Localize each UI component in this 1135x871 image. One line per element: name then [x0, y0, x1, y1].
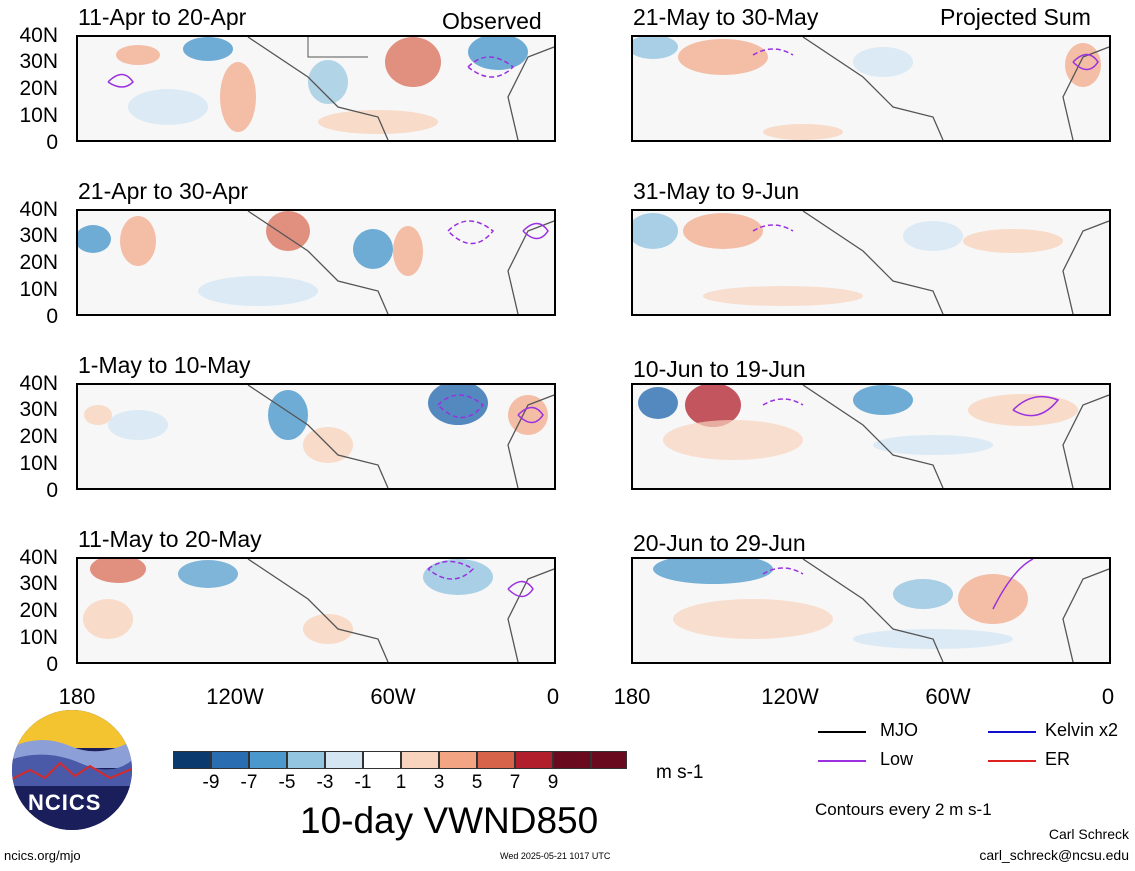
colorbar-label: 7 [509, 772, 521, 793]
colorbar-swatch [401, 751, 439, 769]
vwnd-field [633, 211, 1109, 314]
colorbar-label: -1 [354, 772, 372, 793]
panel-title: 31-May to 9-Jun [633, 178, 800, 204]
x-tick: 180 [613, 684, 651, 709]
colorbar-label: 3 [433, 772, 445, 793]
map-panel [631, 209, 1111, 316]
main-title: 10-day VWND850 [300, 800, 599, 841]
er-line [988, 760, 1036, 762]
y-tick: 40N [19, 198, 58, 221]
colorbar-swatch [287, 751, 325, 769]
colorbar-label: -7 [240, 772, 258, 793]
y-tick: 20N [19, 425, 58, 448]
vwnd-field [78, 211, 554, 314]
x-tick: 120W [761, 684, 819, 709]
panel-title: 1-May to 10-May [78, 352, 251, 378]
y-tick: 20N [19, 77, 58, 100]
colorbar-swatch [249, 751, 287, 769]
y-tick: 10N [19, 452, 58, 475]
panel-tag: Projected Sum [940, 4, 1091, 30]
author: Carl Schreck [1048, 826, 1129, 842]
legend-low: Low [880, 749, 914, 769]
colorbar-swatch [211, 751, 249, 769]
vwnd-field [84, 385, 554, 488]
colorbar-units: m s-1 [656, 762, 704, 783]
colorbar-swatch [363, 751, 401, 769]
y-tick: 40N [19, 372, 58, 395]
y-tick: 30N [19, 224, 58, 247]
colorbar-swatch [515, 751, 553, 769]
map-panel [76, 383, 556, 490]
panel-title: 21-May to 30-May [633, 4, 819, 30]
colorbar-label: -9 [202, 772, 220, 793]
mjo-line [818, 731, 866, 733]
colorbar-swatch [173, 751, 211, 769]
map-panel [631, 383, 1111, 490]
vwnd-field [638, 385, 1109, 488]
panel-title: 11-May to 20-May [78, 526, 262, 552]
y-tick: 40N [19, 24, 58, 47]
url: ncics.org/mjo [4, 848, 81, 863]
x-tick: 0 [546, 684, 560, 709]
y-tick: 0 [46, 653, 58, 676]
colorbar-swatch [553, 751, 591, 769]
vwnd-field [107, 37, 554, 140]
colorbar-label: 5 [471, 772, 483, 793]
panel-title: 21-Apr to 30-Apr [78, 178, 249, 204]
ncics-logo: NCICS [10, 708, 134, 832]
panel-tag: Observed [442, 8, 542, 34]
vwnd-field [633, 37, 1109, 140]
map-panel [76, 209, 556, 316]
colorbar-swatch [591, 751, 627, 769]
legend-mjo: MJO [880, 720, 918, 740]
map-panel [76, 557, 556, 664]
colorbar-swatch [325, 751, 363, 769]
vwnd-field [653, 559, 1109, 662]
colorbar-swatch [439, 751, 477, 769]
legend-er: ER [1045, 749, 1071, 769]
y-tick: 0 [46, 305, 58, 328]
y-tick: 10N [19, 278, 58, 301]
y-tick: 40N [19, 546, 58, 569]
y-tick: 0 [46, 479, 58, 502]
low-line [818, 760, 866, 762]
map-panel [631, 35, 1111, 142]
map-panel [631, 557, 1111, 664]
email: carl_schreck@ncsu.edu [979, 847, 1129, 863]
y-tick: 20N [19, 599, 58, 622]
y-tick: 30N [19, 50, 58, 73]
x-tick: 120W [206, 684, 264, 709]
y-tick: 30N [19, 398, 58, 421]
panel-title: 10-Jun to 19-Jun [633, 356, 806, 382]
x-tick: 60W [370, 684, 416, 709]
timestamp: Wed 2025-05-21 1017 UTC [500, 851, 611, 861]
colorbar-swatch [477, 751, 515, 769]
y-tick: 0 [46, 131, 58, 154]
colorbar-label: -3 [316, 772, 334, 793]
y-tick: 10N [19, 104, 58, 127]
y-tick: 30N [19, 572, 58, 595]
colorbar-label: 9 [547, 772, 559, 793]
x-tick: 60W [925, 684, 971, 709]
x-tick: 180 [58, 684, 96, 709]
contours-note: Contours every 2 m s-1 [815, 800, 992, 819]
colorbar-label: 1 [395, 772, 407, 793]
map-panel [76, 35, 556, 142]
legend-kelvin: Kelvin x2 [1045, 720, 1119, 740]
colorbar-label: -5 [278, 772, 296, 793]
vwnd-field [83, 559, 554, 662]
y-tick: 20N [19, 251, 58, 274]
kelvin-line [988, 731, 1036, 733]
ncics-logo-icon [12, 710, 132, 830]
logo-text: NCICS [28, 790, 102, 815]
panel-title: 11-Apr to 20-Apr [78, 4, 247, 30]
x-tick: 0 [1101, 684, 1115, 709]
y-tick: 10N [19, 626, 58, 649]
panel-title: 20-Jun to 29-Jun [633, 530, 806, 556]
